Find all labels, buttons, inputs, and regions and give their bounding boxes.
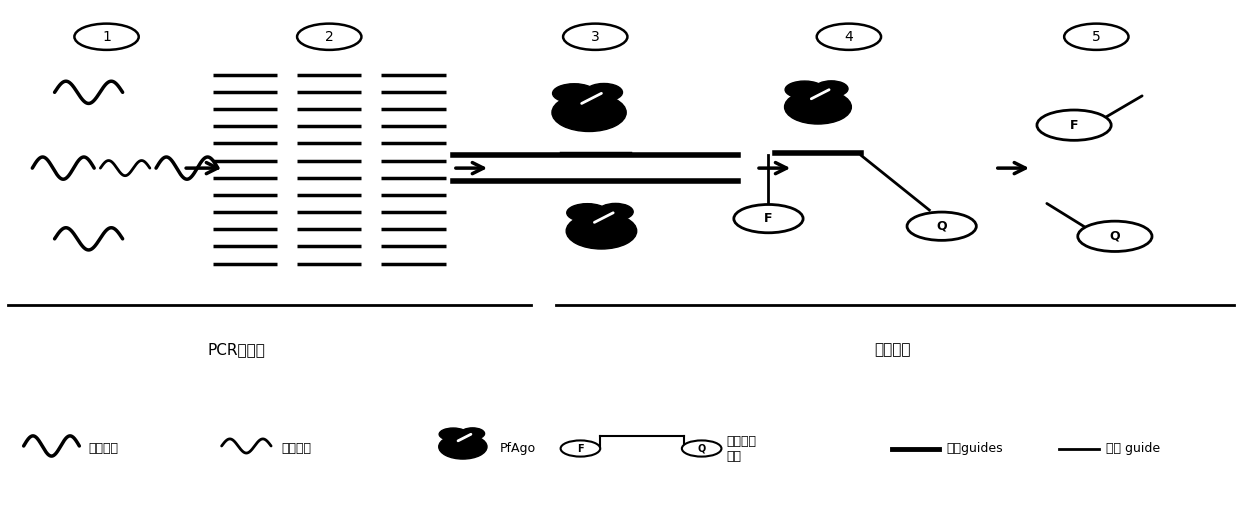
Circle shape — [74, 23, 139, 50]
Text: 初级guides: 初级guides — [946, 442, 1003, 455]
Circle shape — [1064, 23, 1128, 50]
Text: Q: Q — [1110, 230, 1120, 243]
Text: 5: 5 — [1092, 30, 1101, 44]
Text: F: F — [764, 212, 773, 225]
Circle shape — [563, 23, 627, 50]
Text: Q: Q — [936, 220, 947, 233]
Ellipse shape — [567, 204, 608, 222]
Text: PfAgo: PfAgo — [500, 442, 536, 455]
Text: 检测体系: 检测体系 — [874, 342, 910, 358]
Ellipse shape — [785, 81, 825, 99]
Ellipse shape — [553, 84, 596, 103]
Ellipse shape — [585, 83, 622, 101]
Ellipse shape — [552, 93, 626, 132]
Circle shape — [906, 212, 976, 240]
Text: 4: 4 — [844, 30, 853, 44]
Text: 3: 3 — [591, 30, 600, 44]
Ellipse shape — [785, 90, 852, 124]
Circle shape — [734, 205, 804, 233]
Ellipse shape — [460, 428, 485, 439]
Text: 1: 1 — [102, 30, 112, 44]
Ellipse shape — [439, 434, 487, 459]
Ellipse shape — [567, 213, 636, 249]
Ellipse shape — [598, 203, 634, 220]
Circle shape — [560, 440, 600, 457]
Text: 荧光报告
核酸: 荧光报告 核酸 — [727, 434, 756, 462]
Text: 2: 2 — [325, 30, 334, 44]
Circle shape — [817, 23, 882, 50]
Text: 目标核酸: 目标核酸 — [281, 442, 311, 455]
Circle shape — [1037, 110, 1111, 140]
Text: Q: Q — [698, 443, 706, 454]
Text: F: F — [1070, 119, 1079, 132]
Circle shape — [682, 440, 722, 457]
Text: 背景核酸: 背景核酸 — [88, 442, 118, 455]
Circle shape — [1078, 221, 1152, 251]
Ellipse shape — [439, 428, 467, 440]
Ellipse shape — [815, 81, 848, 97]
Text: PCR预循环: PCR预循环 — [207, 342, 265, 358]
Text: 次级 guide: 次级 guide — [1106, 442, 1161, 455]
Circle shape — [298, 23, 361, 50]
Text: F: F — [577, 443, 584, 454]
